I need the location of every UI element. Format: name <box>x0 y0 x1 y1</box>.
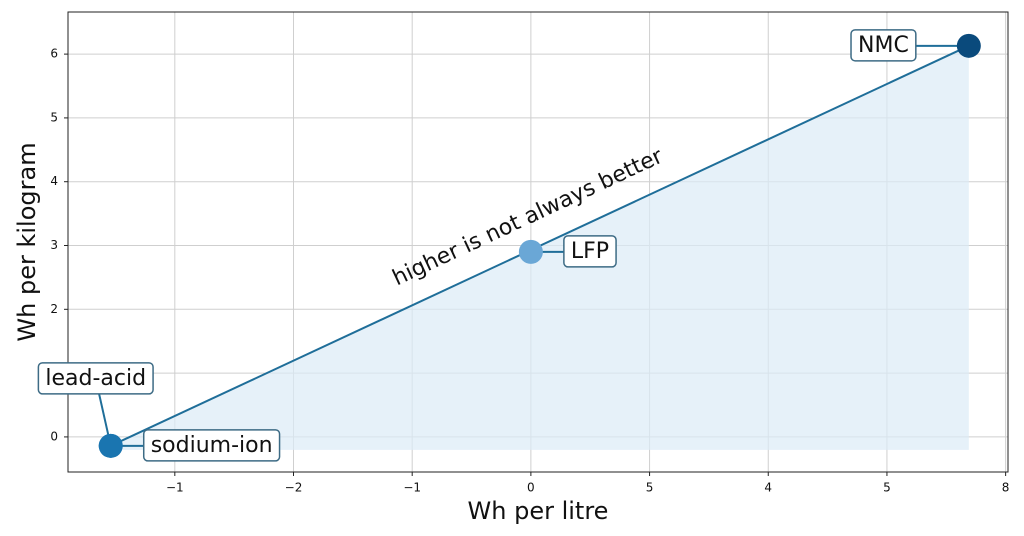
plot-frame <box>67 11 1009 473</box>
label-box <box>850 29 917 62</box>
point-label: sodium-ion <box>142 429 281 462</box>
point-label: LFP <box>563 235 617 268</box>
point-label-text: NMC <box>858 33 909 58</box>
y-tick-label: 2 <box>50 302 58 316</box>
y-tick-label: 6 <box>50 47 58 61</box>
label-box <box>37 362 154 395</box>
x-tick-label: 4 <box>764 481 772 495</box>
point-label-text: sodium-ion <box>151 433 273 458</box>
x-tick-label: 8 <box>1002 481 1010 495</box>
x-tick-label: −1 <box>166 481 184 495</box>
y-tick-label: 4 <box>50 174 58 188</box>
point-label-text: lead-acid <box>45 366 146 391</box>
y-tick-label: 5 <box>50 110 58 124</box>
point <box>98 433 123 458</box>
x-axis-label: Wh per litre <box>468 497 609 525</box>
point <box>518 239 543 264</box>
x-tick-label: 0 <box>527 481 535 495</box>
point-label-text: LFP <box>571 239 609 264</box>
x-tick-label: 5 <box>646 481 654 495</box>
label-box <box>142 429 281 462</box>
x-tick-label: −2 <box>285 481 303 495</box>
x-tick-label: 5 <box>883 481 891 495</box>
x-tick-label: −1 <box>403 481 421 495</box>
point-label: NMC <box>850 29 917 62</box>
y-tick-label: 3 <box>50 238 58 252</box>
label-box <box>563 235 617 268</box>
y-axis-label: Wh per kilogram <box>13 142 41 341</box>
point-label: lead-acid <box>37 362 154 395</box>
y-tick-label: 0 <box>50 429 58 443</box>
point <box>956 33 981 58</box>
